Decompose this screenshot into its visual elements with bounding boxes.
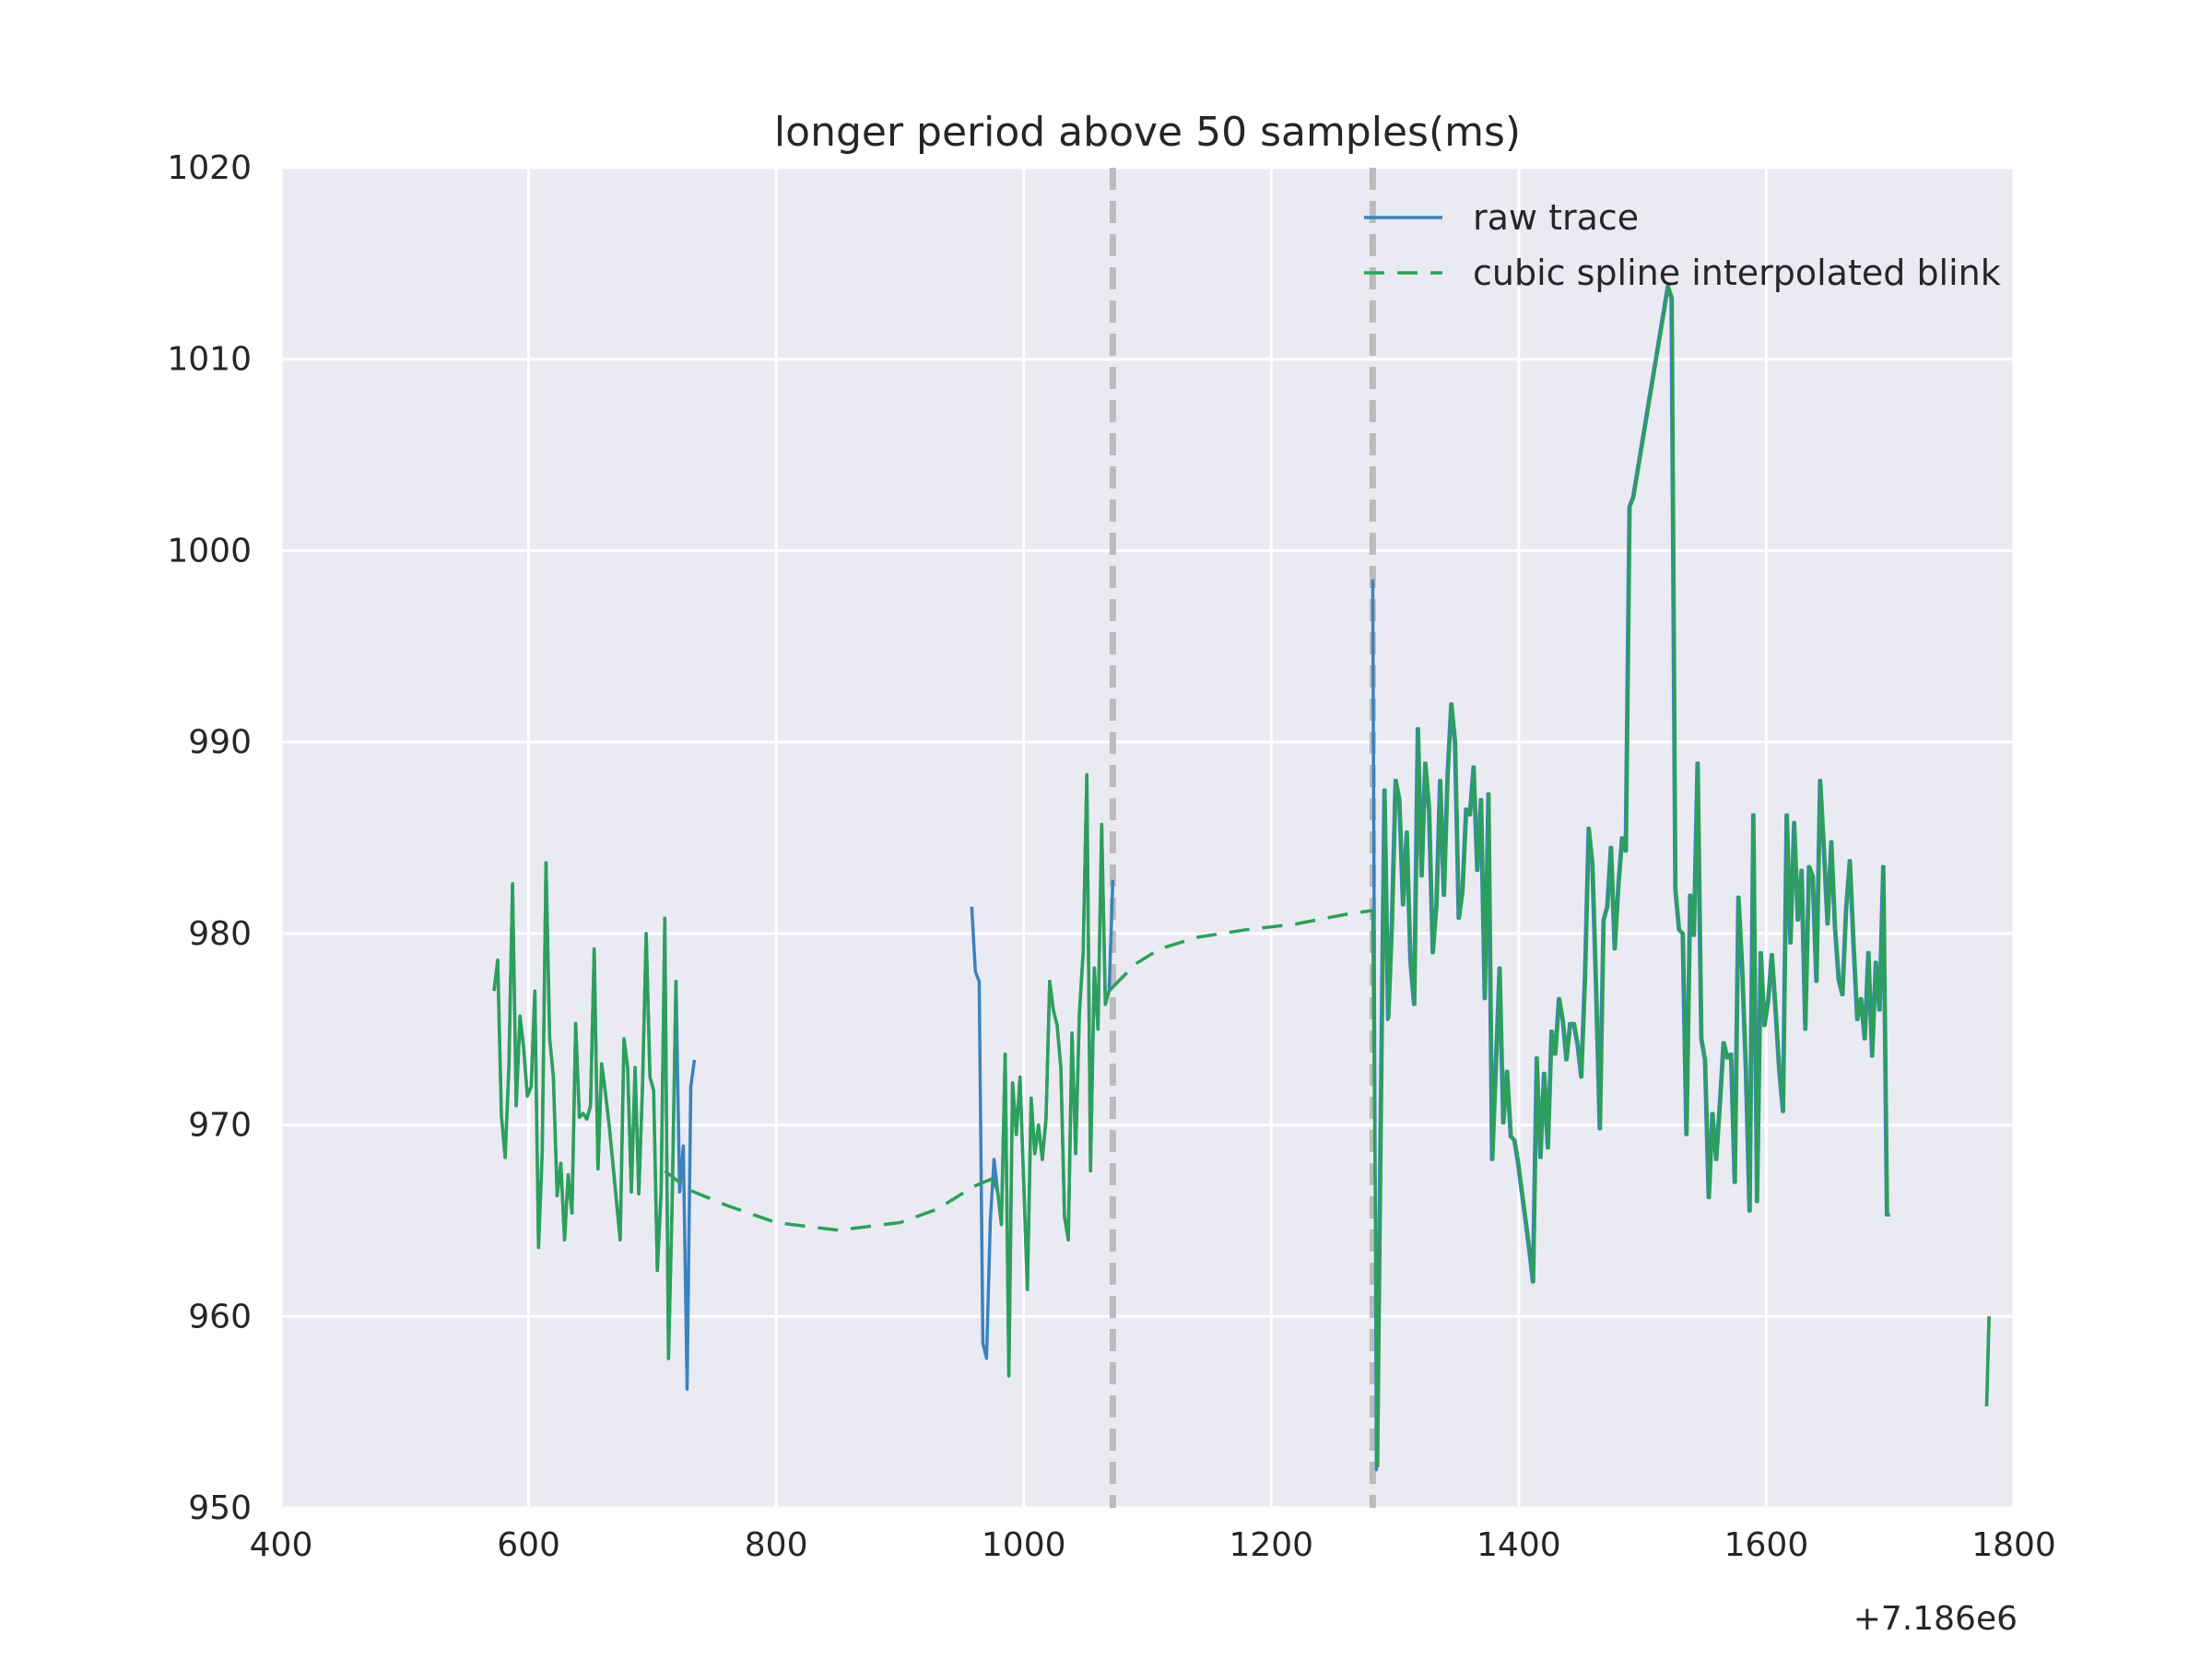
y-tick-label: 1020 (167, 149, 252, 187)
y-tick-label: 1010 (167, 341, 252, 379)
legend-label-raw-trace: raw trace (1473, 197, 1639, 238)
plot-background (281, 168, 2014, 1508)
x-tick-label: 600 (497, 1526, 560, 1564)
y-tick-label: 960 (188, 1298, 252, 1335)
y-tick-label: 990 (188, 724, 252, 761)
spline-trace-line (1984, 1316, 1991, 1406)
spline-interpolated-segment (664, 1170, 994, 1232)
x-tick-label: 1400 (1477, 1526, 1561, 1564)
y-tick-label: 970 (188, 1107, 252, 1145)
x-tick-label: 1200 (1229, 1526, 1313, 1564)
y-tick-label: 980 (188, 915, 252, 953)
x-tick-label: 1600 (1724, 1526, 1809, 1564)
x-tick-label: 1000 (982, 1526, 1066, 1564)
grid-lines (279, 166, 2016, 1510)
legend-label-cubic-spline: cubic spline interpolated blink (1473, 253, 2001, 293)
x-tick-label: 1800 (1971, 1526, 2056, 1564)
x-offset-label: +7.186e6 (1853, 1600, 2018, 1638)
x-tick-label: 800 (745, 1526, 808, 1564)
tick-labels: 400 600 800 1000 1200 1400 1600 1800 950 960 970 98… (167, 149, 2055, 1564)
spline-trace-line (1371, 285, 1889, 1468)
spline-trace-line (991, 772, 1114, 1378)
chart-title: longer period above 50 samples(ms) (774, 109, 1521, 156)
spline-interpolated-segment (1112, 909, 1373, 989)
spline-trace-line (492, 861, 678, 1360)
legend: raw trace cubic spline interpolated blin… (1364, 197, 2001, 293)
y-tick-label: 1000 (167, 532, 252, 570)
x-tick-label: 400 (250, 1526, 313, 1564)
y-tick-label: 950 (188, 1489, 252, 1527)
series-lines (492, 285, 1991, 1472)
